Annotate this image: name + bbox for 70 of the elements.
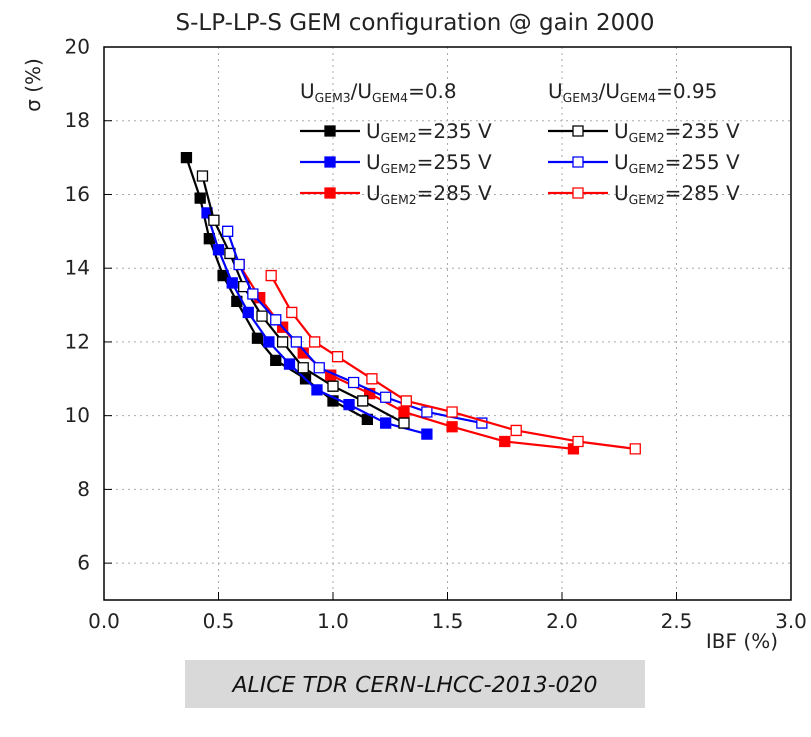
point <box>270 314 282 326</box>
point <box>421 428 433 440</box>
y-tick-label: 18 <box>64 108 90 132</box>
point <box>196 170 208 182</box>
legend-label: U$_{GEM2}$=285 V <box>614 181 740 207</box>
point <box>362 414 373 426</box>
point <box>263 336 275 348</box>
x-axis-title: IBF (%) <box>706 629 778 653</box>
y-tick-label: 20 <box>64 34 90 58</box>
point <box>252 332 264 344</box>
y-tick-label: 8 <box>77 476 90 501</box>
legend-label: U$_{GEM2}$=235 V <box>366 119 492 145</box>
point <box>510 424 522 436</box>
point <box>276 336 288 348</box>
point <box>180 152 192 164</box>
point <box>247 288 258 300</box>
x-tick-label: 1.0 <box>317 609 349 634</box>
point <box>499 436 510 448</box>
point <box>398 406 410 418</box>
y-tick-label: 14 <box>64 256 90 280</box>
point <box>446 406 458 418</box>
y-tick-label: 12 <box>64 329 90 354</box>
x-tick-label: 1.5 <box>432 609 464 634</box>
point <box>270 354 282 366</box>
point <box>309 336 320 348</box>
point <box>290 336 302 348</box>
legend-label: U$_{GEM2}$=255 V <box>614 150 740 176</box>
text: ALICE TDR CERN-LHCC-2013-020 <box>230 673 598 698</box>
point <box>286 306 298 318</box>
point <box>226 277 238 289</box>
point <box>266 270 277 282</box>
point <box>256 310 268 322</box>
point <box>380 392 392 403</box>
point <box>398 417 410 429</box>
x-tick-label: 0.5 <box>202 609 234 634</box>
point <box>298 362 309 374</box>
point <box>212 244 224 256</box>
x-tick-label: 2.5 <box>660 609 692 634</box>
point <box>380 417 392 429</box>
point <box>242 306 254 318</box>
point <box>630 443 641 454</box>
y-tick-label: 16 <box>64 182 90 206</box>
point <box>572 436 584 448</box>
legend-label: U$_{GEM2}$=285 V <box>366 181 492 207</box>
point <box>314 362 325 374</box>
point <box>343 398 355 410</box>
point <box>332 351 344 362</box>
legend-label: U$_{GEM2}$=255 V <box>366 150 492 176</box>
point <box>311 384 323 396</box>
legend-label: U$_{GEM2}$=235 V <box>614 119 740 145</box>
chart-title: S-LP-LP-S GEM configuration @ gain 2000 <box>176 10 654 36</box>
x-tick-label: 0.0 <box>88 609 120 634</box>
point <box>446 421 458 432</box>
y-tick-label: 6 <box>77 550 90 575</box>
point <box>194 192 206 204</box>
point <box>366 373 378 384</box>
point <box>284 358 296 370</box>
point <box>208 214 220 226</box>
point <box>348 376 360 388</box>
annotation: U$_{GEM3}$/U$_{GEM4}$=0.8 <box>300 79 457 105</box>
annotation: U$_{GEM3}$/U$_{GEM4}$=0.95 <box>548 79 718 105</box>
point <box>400 395 412 407</box>
point <box>357 395 368 407</box>
x-tick-label: 3.0 <box>775 609 807 634</box>
point <box>204 233 215 244</box>
y-axis-title: σ (%) <box>21 58 45 112</box>
point <box>421 406 433 418</box>
point <box>327 380 339 392</box>
y-tick-label: 10 <box>64 403 90 428</box>
x-tick-label: 2.0 <box>546 609 578 634</box>
